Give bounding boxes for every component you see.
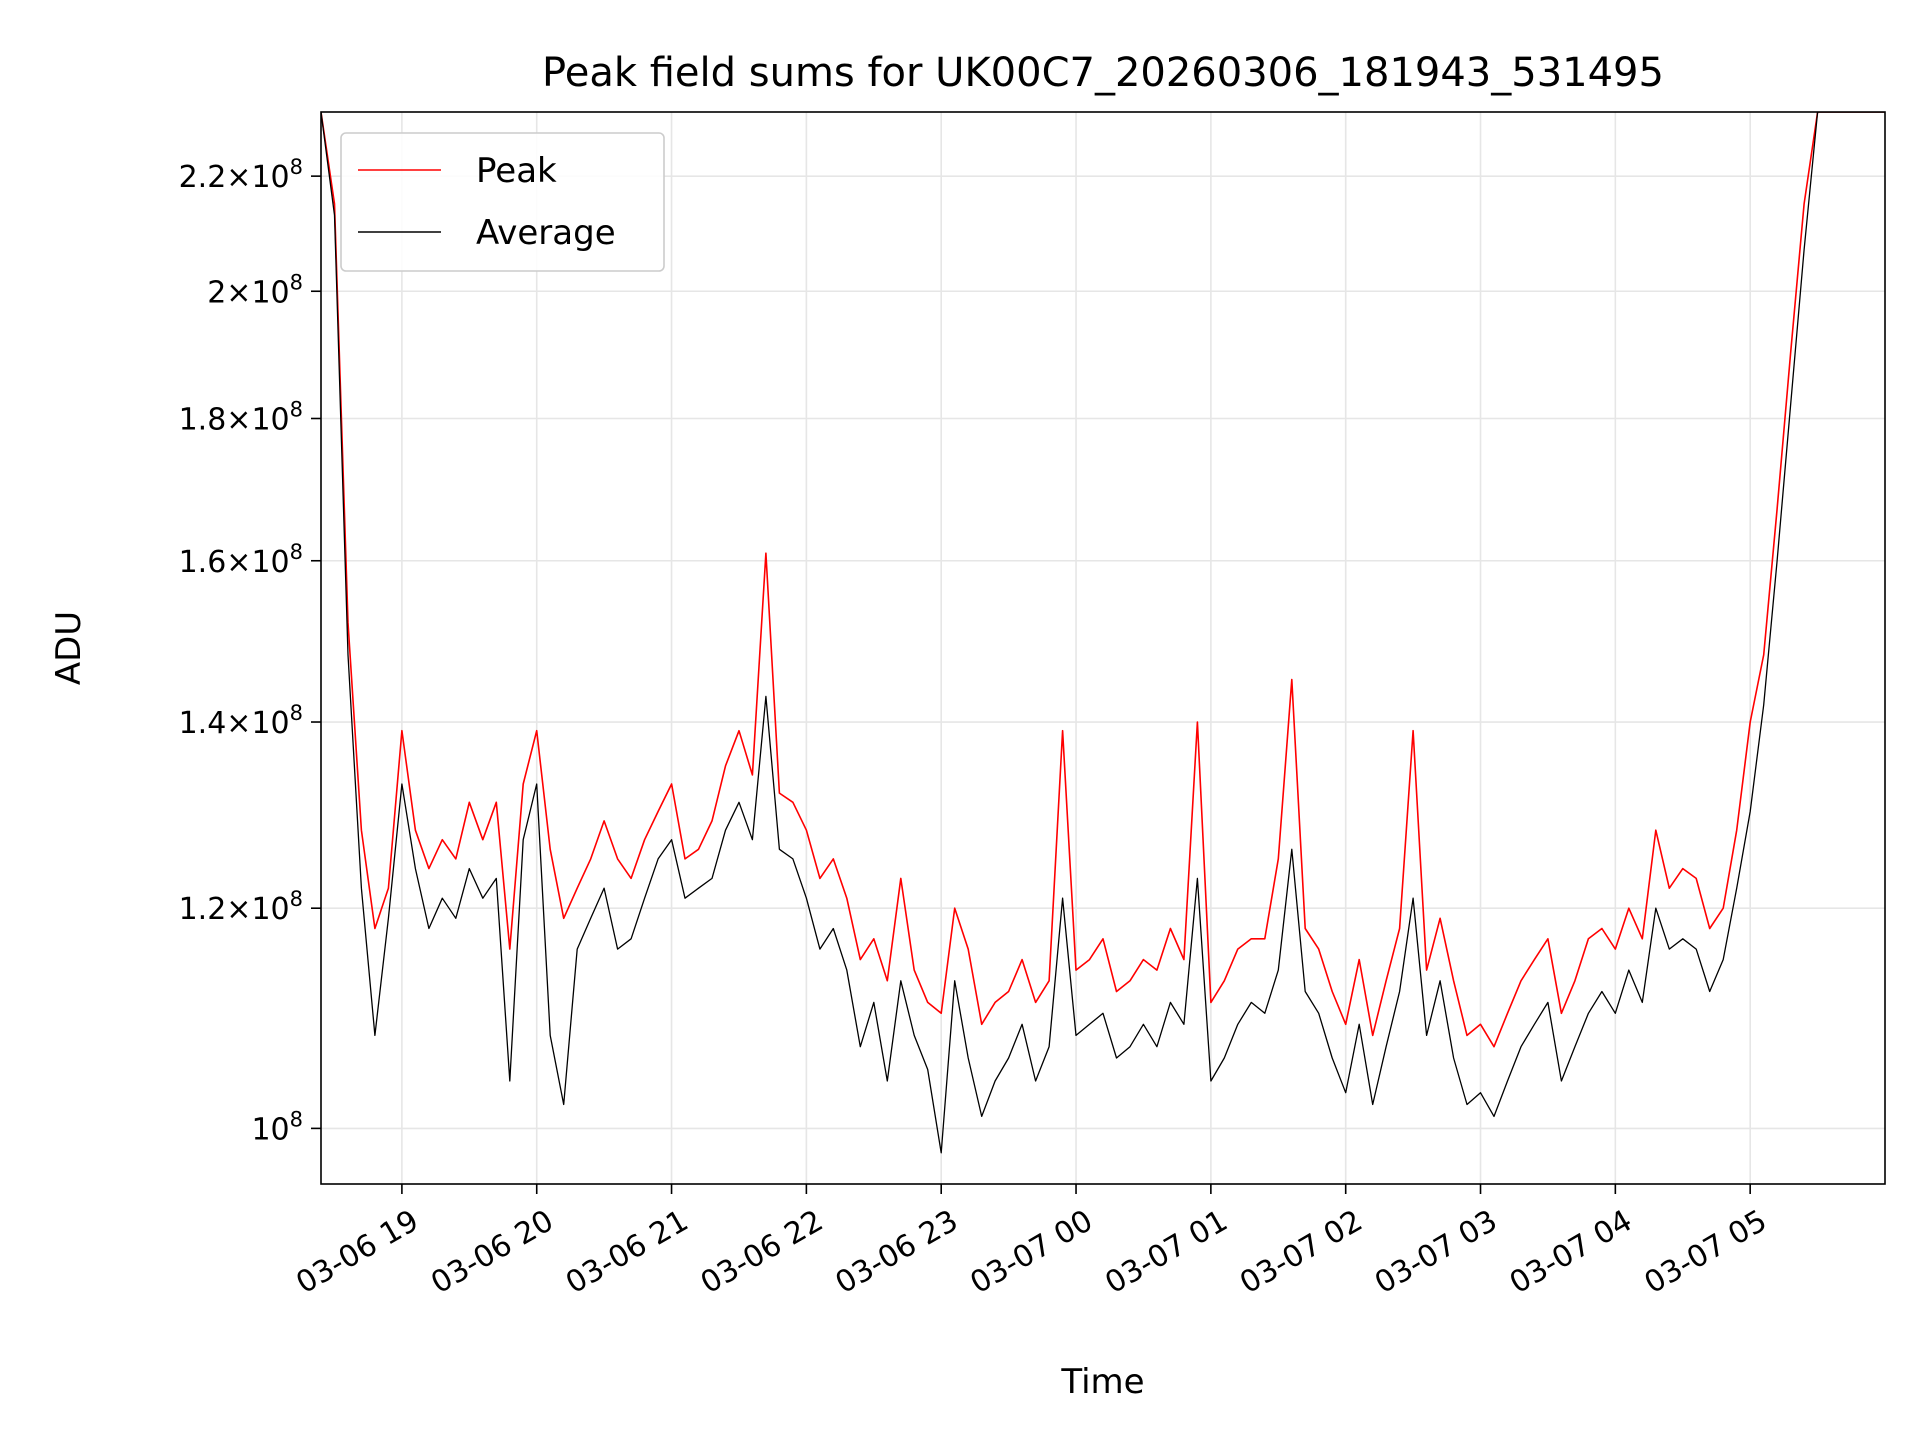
y-tick-label: 1.2×108 <box>179 887 303 927</box>
legend-box <box>340 132 665 272</box>
legend: Peak Average <box>340 132 665 272</box>
series-layer <box>321 112 1885 1154</box>
x-axis-label: Time <box>1060 1362 1144 1402</box>
series-line-average <box>321 112 1885 1154</box>
chart-title: Peak field sums for UK00C7_20260306_1819… <box>542 50 1664 96</box>
y-tick-label: 2.2×108 <box>179 155 303 195</box>
legend-average-label: Average <box>476 213 616 253</box>
y-tick-label: 108 <box>251 1107 303 1147</box>
y-axis: 108 1.2×108 1.4×108 1.6×108 1.8×108 2×108 2.2×… <box>179 155 321 1147</box>
legend-peak-label: Peak <box>476 151 557 191</box>
y-tick-label: 1.4×108 <box>179 701 303 741</box>
y-axis-label: ADU <box>49 611 89 685</box>
y-tick-label: 1.6×108 <box>179 540 303 580</box>
y-tick-label: 1.8×108 <box>179 397 303 437</box>
series-line-peak <box>321 112 1885 1048</box>
y-tick-label: 2×108 <box>207 270 303 310</box>
grid <box>321 112 1885 1184</box>
plot-frame <box>320 111 1886 1185</box>
